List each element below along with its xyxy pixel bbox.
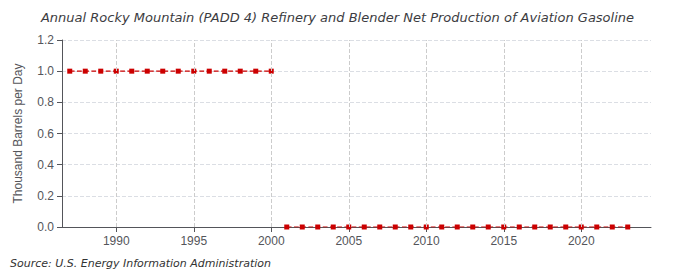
svg-text:0.2: 0.2: [37, 189, 54, 203]
svg-text:2015: 2015: [490, 234, 517, 248]
svg-text:Annual Rocky Mountain (PADD 4): Annual Rocky Mountain (PADD 4) Refinery …: [40, 10, 634, 25]
svg-text:2010: 2010: [413, 234, 440, 248]
svg-text:1.0: 1.0: [37, 64, 54, 78]
svg-text:0.8: 0.8: [37, 95, 54, 109]
svg-text:2005: 2005: [335, 234, 362, 248]
svg-text:Thousand Barrels per Day: Thousand Barrels per Day: [11, 63, 25, 203]
svg-text:1995: 1995: [180, 234, 207, 248]
svg-text:0.4: 0.4: [37, 158, 54, 172]
svg-text:Source: U.S. Energy Informatio: Source: U.S. Energy Information Administ…: [10, 257, 271, 270]
svg-text:2000: 2000: [258, 234, 285, 248]
svg-text:1.2: 1.2: [37, 33, 54, 47]
svg-text:1990: 1990: [103, 234, 130, 248]
svg-text:2020: 2020: [568, 234, 595, 248]
svg-text:0.0: 0.0: [37, 220, 54, 234]
svg-text:0.6: 0.6: [37, 127, 54, 141]
